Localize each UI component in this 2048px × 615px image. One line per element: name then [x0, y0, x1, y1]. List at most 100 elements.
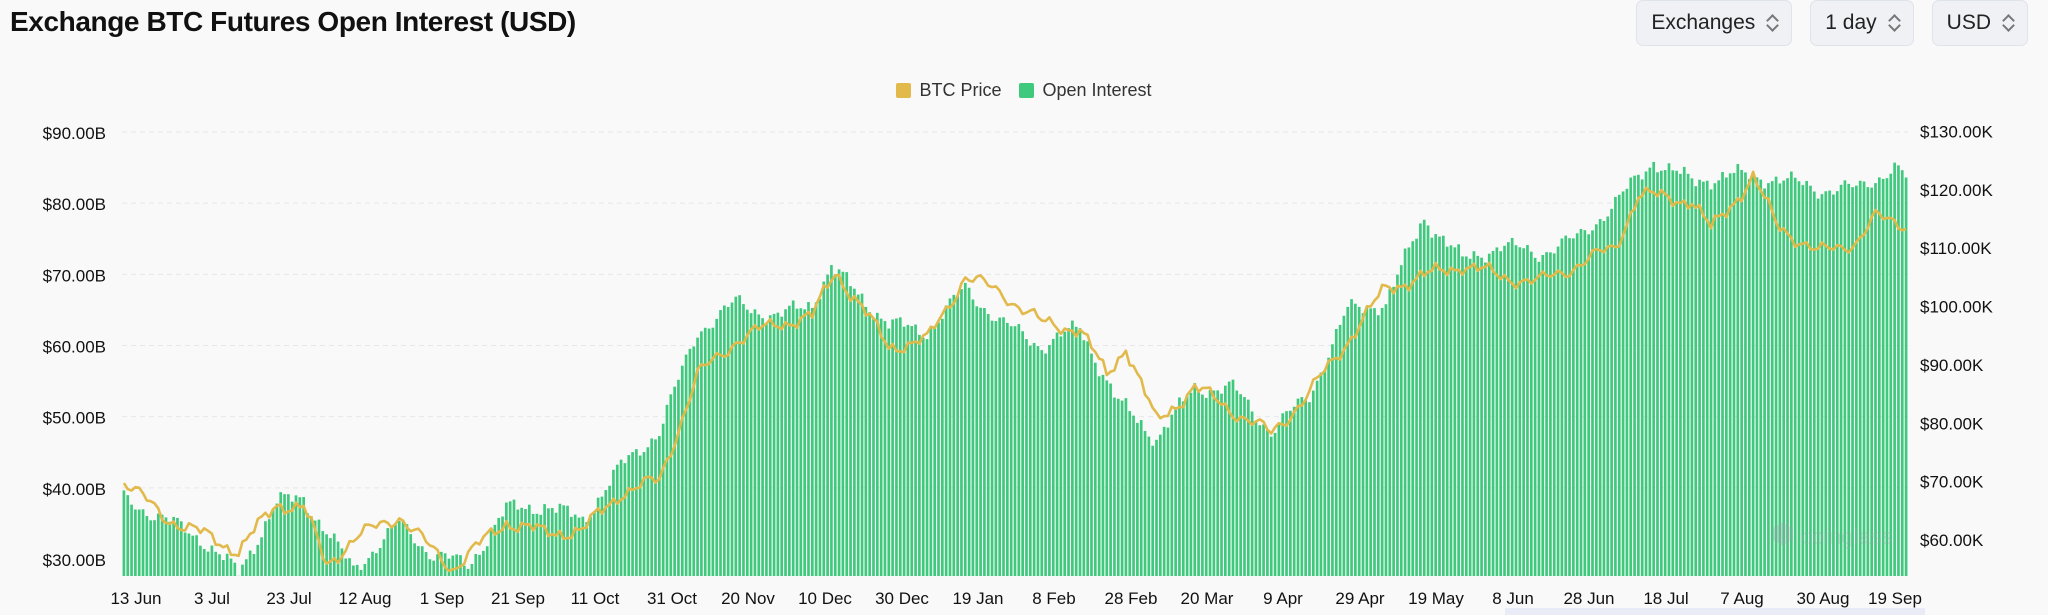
oi-bar [1388, 288, 1392, 576]
oi-bar [1652, 161, 1656, 577]
oi-bar [1315, 380, 1319, 576]
oi-bar [1610, 208, 1613, 576]
oi-bar [447, 558, 451, 576]
oi-bar [279, 492, 283, 576]
oi-bar [780, 316, 784, 576]
oi-bar [1556, 246, 1560, 577]
oi-bar [975, 306, 979, 576]
oi-bar [1311, 390, 1315, 576]
oi-bar [1839, 184, 1843, 576]
oi-bar [1774, 176, 1778, 576]
oi-bar [168, 521, 172, 576]
legend-item-btc-price[interactable]: BTC Price [896, 80, 1001, 101]
oi-bar [1063, 331, 1067, 576]
oi-bar [497, 517, 501, 576]
range-selector-strip[interactable] [1505, 608, 1925, 615]
oi-bar [432, 560, 436, 576]
oi-bar [420, 546, 424, 576]
exchanges-select[interactable]: Exchanges [1636, 0, 1793, 46]
oi-bar [218, 554, 221, 576]
oi-bar [1461, 256, 1464, 576]
oi-bar [256, 544, 260, 576]
oi-bar [1407, 247, 1411, 576]
oi-bar [570, 516, 573, 576]
oi-bar [971, 299, 975, 576]
oi-bar [657, 436, 661, 576]
oi-bar [516, 509, 520, 576]
oi-bar [638, 455, 642, 576]
x-tick-label: 7 Aug [1720, 589, 1764, 608]
oi-bar [206, 551, 210, 576]
oi-bar [1338, 324, 1342, 576]
oi-bar [1193, 383, 1197, 576]
oi-bar [1805, 181, 1808, 576]
oi-bar [1870, 187, 1874, 576]
oi-bar [271, 509, 275, 576]
oi-bar [615, 464, 619, 576]
oi-bar [1529, 251, 1533, 576]
oi-bar [1342, 315, 1346, 576]
oi-bar [1679, 173, 1682, 576]
oi-bar [650, 438, 654, 576]
oi-bar [466, 568, 470, 576]
oi-bar [1384, 304, 1388, 576]
oi-bar [918, 334, 921, 576]
y-left-tick-label: $70.00B [43, 266, 106, 285]
oi-bar [417, 546, 420, 576]
oi-bar [1181, 401, 1185, 576]
oi-bar [1694, 186, 1698, 576]
oi-bar [788, 305, 791, 576]
x-tick-label: 3 Jul [194, 589, 230, 608]
oi-bar [1866, 187, 1870, 576]
oi-bar [814, 302, 818, 576]
watermark: coinglass [1773, 522, 1893, 549]
oi-bar [791, 300, 795, 576]
oi-bar [1415, 238, 1418, 576]
oi-bar [1793, 177, 1797, 576]
oi-bar [703, 327, 707, 576]
x-tick-label: 20 Nov [721, 589, 775, 608]
oi-bar [960, 289, 963, 576]
oi-bar [1327, 357, 1330, 576]
watermark-text: coinglass [1801, 524, 1893, 549]
oi-bar [1507, 242, 1510, 576]
y-left-tick-label: $30.00B [43, 551, 106, 570]
oi-bar [1675, 170, 1678, 576]
oi-bar [1740, 170, 1743, 576]
oi-bar [298, 497, 302, 576]
interval-select-label: 1 day [1825, 11, 1877, 34]
oi-bar [1273, 432, 1277, 576]
oi-bar [646, 447, 650, 576]
oi-bar [669, 394, 673, 576]
currency-select[interactable]: USD [1931, 0, 2028, 46]
x-tick-label: 20 Mar [1181, 589, 1234, 608]
y-axis-right: $60.00K $70.00K $80.00K $90.00K $100.00K $110… [1920, 123, 1993, 551]
oi-bar [179, 521, 183, 576]
chart-controls: Exchanges 1 day USD [1636, 0, 2028, 46]
page-title: Exchange BTC Futures Open Interest (USD) [10, 6, 576, 37]
oi-bar [520, 507, 523, 576]
legend-item-open-interest[interactable]: Open Interest [1019, 80, 1152, 101]
oi-bar [1659, 170, 1663, 577]
oi-bar [998, 317, 1002, 576]
oi-bar [822, 281, 826, 576]
oi-bar [160, 514, 164, 576]
oi-bar [562, 505, 566, 576]
oi-bar [401, 519, 405, 576]
oi-bar [768, 315, 772, 576]
oi-bar [665, 404, 669, 576]
oi-bar [202, 549, 206, 576]
oi-bar [210, 545, 214, 576]
interval-select[interactable]: 1 day [1810, 0, 1914, 46]
oi-bar [1143, 430, 1147, 576]
currency-select-label: USD [1946, 11, 1991, 34]
oi-bar [1816, 198, 1820, 576]
oi-bar [902, 326, 906, 576]
oi-bar [252, 554, 256, 576]
oi-bar [979, 307, 982, 576]
oi-bar [1071, 320, 1074, 576]
oi-bar [1434, 234, 1438, 576]
oi-bar [1552, 253, 1556, 576]
oi-bar [183, 532, 187, 576]
oi-bar [1269, 436, 1273, 576]
